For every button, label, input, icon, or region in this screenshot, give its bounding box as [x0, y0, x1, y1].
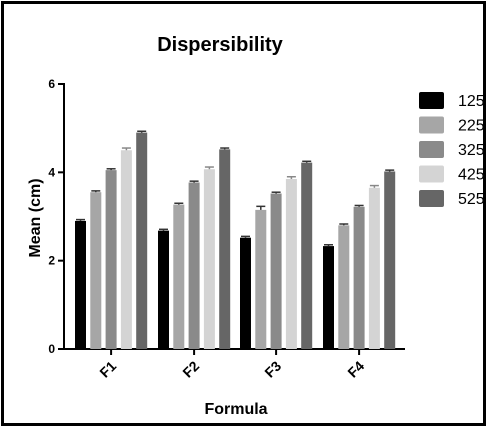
- legend-swatch-425: [419, 165, 444, 183]
- y-ticks: 0 2 4 6: [48, 77, 64, 356]
- bar-F3-425: [285, 178, 297, 349]
- bar-F4-225: [338, 225, 350, 349]
- x-ticks: F1 F2 F3 F4: [96, 349, 367, 381]
- bar-F4-525: [384, 171, 396, 349]
- legend-label-425: 425: [458, 167, 485, 184]
- bars: [75, 130, 396, 349]
- bar-F2-425: [203, 169, 215, 349]
- legend-label-125: 125: [458, 93, 485, 110]
- bar-F2-125: [158, 230, 169, 349]
- bar-F4-125: [323, 246, 334, 349]
- bar-F1-525: [136, 132, 148, 349]
- legend-label-225: 225: [458, 118, 485, 135]
- chart-frame: [1, 1, 486, 426]
- legend-swatch-125: [419, 92, 444, 109]
- y-tick-label: 6: [48, 77, 55, 91]
- bar-F2-525: [219, 149, 231, 349]
- legend-swatch-525: [419, 190, 444, 207]
- bar-F3-125: [240, 237, 251, 349]
- legend-label-525: 525: [458, 191, 485, 208]
- y-tick-label: 2: [48, 254, 55, 268]
- bar-F2-325: [188, 182, 200, 349]
- y-axis-label: Mean (cm): [27, 178, 44, 257]
- bar-F1-125: [75, 220, 86, 349]
- x-tick-label: F1: [96, 358, 119, 381]
- y-tick-label: 4: [48, 165, 55, 179]
- legend-swatch-325: [419, 141, 444, 158]
- x-tick-label: F2: [179, 358, 202, 381]
- y-tick-label: 0: [48, 342, 55, 356]
- legend-swatch-225: [419, 116, 444, 134]
- bar-F3-325: [270, 193, 282, 349]
- legend-label-325: 325: [458, 142, 485, 159]
- chart-title: Dispersibility: [157, 34, 283, 56]
- x-tick-label: F4: [344, 358, 367, 381]
- bar-F3-225: [255, 209, 267, 349]
- bar-F1-425: [120, 150, 132, 349]
- legend: 125 225 325 425 525: [419, 92, 485, 208]
- x-axis-label: Formula: [204, 401, 267, 418]
- bar-F1-225: [90, 192, 102, 349]
- bar-F4-425: [368, 187, 380, 349]
- x-tick-label: F3: [261, 358, 284, 381]
- bar-F2-225: [173, 204, 185, 349]
- bar-F1-325: [105, 170, 117, 349]
- bar-F3-525: [301, 162, 313, 349]
- bar-F4-325: [353, 206, 365, 349]
